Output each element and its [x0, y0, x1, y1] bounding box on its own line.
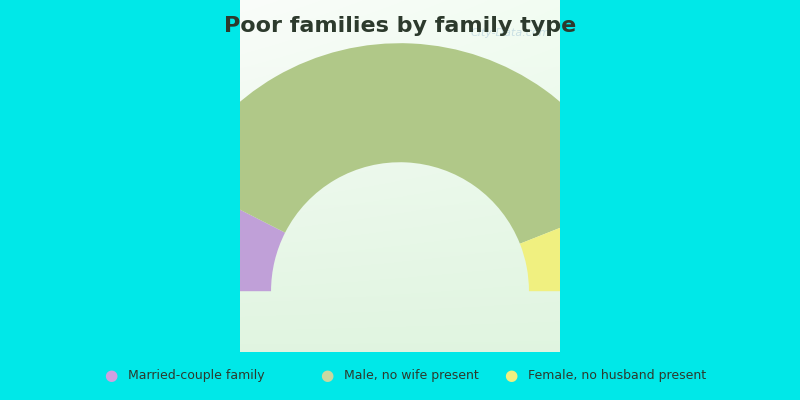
Wedge shape — [520, 200, 648, 291]
Text: Married-couple family: Married-couple family — [128, 370, 265, 382]
Text: ●: ● — [504, 368, 518, 384]
Text: Poor families by family type: Poor families by family type — [224, 16, 576, 36]
Text: Male, no wife present: Male, no wife present — [344, 370, 478, 382]
Text: Female, no husband present: Female, no husband present — [528, 370, 706, 382]
Wedge shape — [179, 43, 630, 244]
Text: ●: ● — [320, 368, 334, 384]
Wedge shape — [152, 179, 285, 291]
Text: City-Data.com: City-Data.com — [471, 28, 550, 38]
Text: ●: ● — [104, 368, 118, 384]
